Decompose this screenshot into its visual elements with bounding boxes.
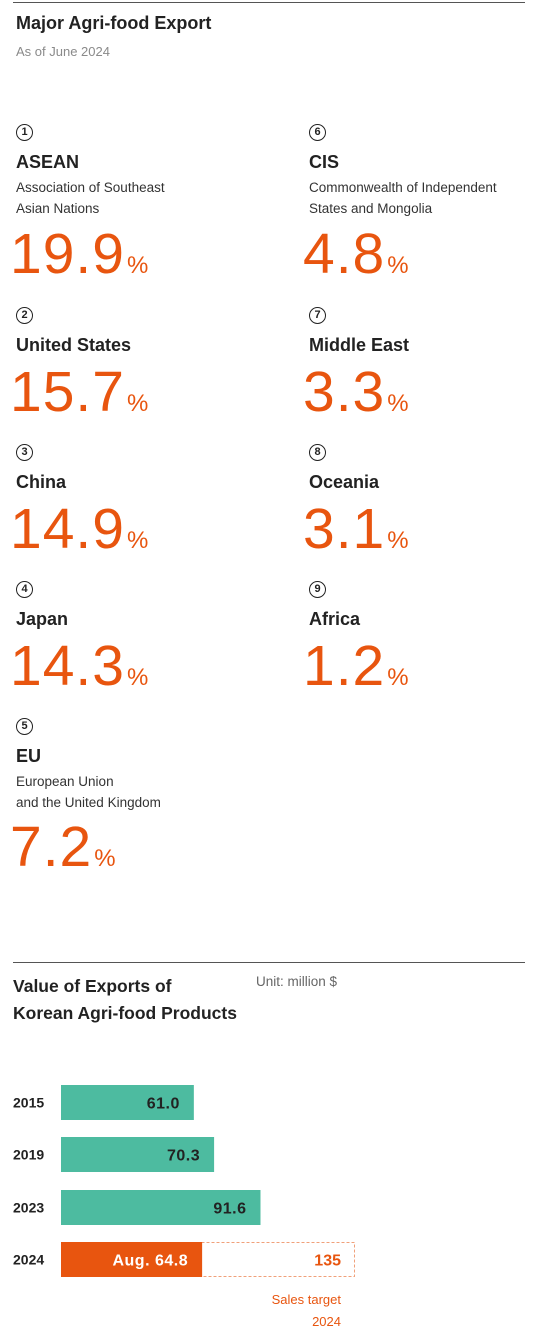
region-description: Commonwealth of Independent States and Mo…	[309, 180, 497, 216]
export-entry-japan: 4 Japan 14.3%	[10, 581, 256, 695]
bar	[61, 1085, 194, 1120]
page-title: Major Agri-food Export	[16, 13, 212, 33]
sales-target-note: Sales target 2024	[271, 1292, 341, 1329]
bar-value-label: 70.3	[167, 1148, 200, 1165]
current-year-bar	[61, 1242, 203, 1277]
rank-badge: 1	[16, 124, 33, 141]
export-entry-middle-east: 7 Middle East 3.3%	[303, 307, 534, 421]
region-description: European Union and the United Kingdom	[16, 774, 161, 810]
bar-value-label: 61.0	[147, 1096, 180, 1113]
export-entry-china: 3 China 14.9%	[10, 444, 256, 558]
region-name: Japan	[16, 609, 69, 629]
year-label: 2019	[13, 1147, 44, 1163]
export-share: 4.8%	[303, 222, 409, 286]
region-name: Oceania	[309, 472, 380, 492]
export-entry-asean: 1 ASEAN Association of Southeast Asian Na…	[10, 124, 256, 283]
export-entry-eu: 5 EU European Union and the United Kingdo…	[10, 718, 256, 876]
region-name: China	[16, 472, 67, 492]
bar	[61, 1137, 215, 1172]
region-name: Middle East	[309, 335, 410, 355]
rank-badge: 9	[309, 581, 326, 598]
year-label: 2023	[13, 1200, 44, 1216]
export-entry-cis: 6 CIS Commonwealth of Independent States …	[303, 124, 534, 283]
rank-badge: 6	[309, 124, 326, 141]
region-name: ASEAN	[16, 152, 80, 172]
year-label: 2015	[13, 1095, 44, 1111]
bar-value-label: Aug. 64.8	[112, 1253, 188, 1270]
bar	[61, 1190, 261, 1225]
region-description: Association of Southeast Asian Nations	[16, 180, 165, 216]
export-share: 3.3%	[303, 360, 409, 424]
chart-rule	[13, 962, 525, 963]
region-name: Africa	[309, 609, 361, 629]
rank-badge: 7	[309, 307, 326, 324]
export-entry-africa: 9 Africa 1.2%	[303, 581, 534, 695]
header-rule	[13, 2, 525, 3]
chart-title: Value of Exports of Korean Agri-food Pro…	[13, 976, 237, 1023]
export-share: 7.2%	[10, 815, 116, 879]
export-entry-united-states: 2 United States 15.7%	[10, 307, 256, 421]
rank-badge: 2	[16, 307, 33, 324]
export-entry-oceania: 8 Oceania 3.1%	[303, 444, 534, 558]
chart-unit: Unit: million $	[256, 974, 338, 989]
region-name: United States	[16, 335, 132, 355]
rank-badge: 3	[16, 444, 33, 461]
export-share: 15.7%	[10, 360, 149, 424]
rank-badge: 4	[16, 581, 33, 598]
export-share: 19.9%	[10, 222, 149, 286]
rank-badge: 5	[16, 718, 33, 735]
target-value-label: 135	[314, 1253, 341, 1270]
region-name: EU	[16, 746, 42, 766]
region-name: CIS	[309, 152, 340, 172]
year-label: 2024	[13, 1252, 44, 1268]
export-share: 14.9%	[10, 497, 149, 561]
page-subtitle: As of June 2024	[16, 44, 110, 59]
export-share: 1.2%	[303, 634, 409, 698]
export-share: 14.3%	[10, 634, 149, 698]
bar-value-label: 91.6	[213, 1201, 246, 1218]
rank-badge: 8	[309, 444, 326, 461]
export-share: 3.1%	[303, 497, 409, 561]
target-bar	[61, 1242, 355, 1277]
